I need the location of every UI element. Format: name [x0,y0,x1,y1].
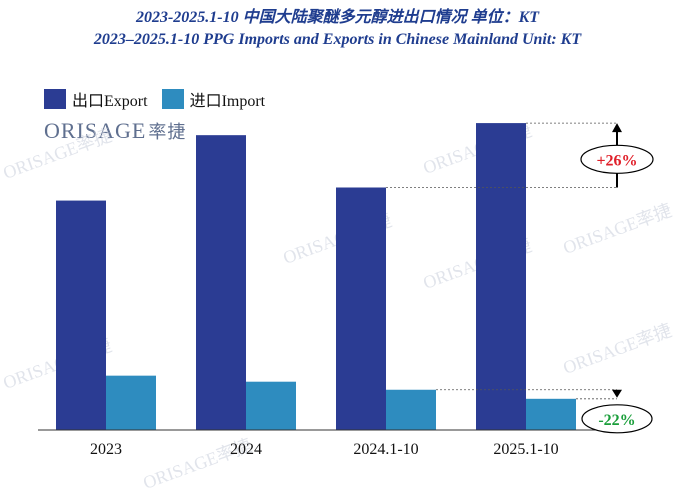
import-change-arrow-head [612,389,622,398]
import-change-ellipse [581,404,653,434]
export-bar-0 [56,200,106,430]
import-change-label: -22% [598,412,635,429]
import-bar-0 [106,375,156,430]
export-bar-3 [476,123,526,430]
export-bar-1 [196,135,246,430]
x-tick-label: 2024.1-10 [353,441,418,458]
legend-label-import: 进口Import [189,93,266,110]
export-change-ellipse [580,144,654,174]
bar-chart: 2023 2024 2024.1-10 2025.1-10 +26% -22% [38,122,654,458]
export-change-arrow-head [612,123,622,133]
chart-title-cn: 2023-2025.1-10 中国大陆聚醚多元醇进出口情况 单位：KT [135,9,540,26]
legend-item-import: 进口Import [161,87,266,111]
export-bar-2 [336,187,386,430]
legend-swatch-import [161,89,184,109]
x-tick-label: 2023 [90,441,122,458]
import-bar-1 [246,381,296,430]
legend-swatch-export [44,89,66,109]
x-tick-label: 2025.1-10 [493,441,558,458]
legend-item-export: 出口Export [44,87,148,111]
legend: 出口Export 进口Import [44,87,279,111]
import-bar-3 [526,398,576,430]
import-bar-2 [386,389,436,430]
legend-label-export: 出口Export [72,93,148,110]
logo-latin: ORISAGE [44,118,147,143]
logo-cn: 率捷 [148,122,187,143]
x-tick-label: 2024 [230,441,262,458]
brand-logo: ORISAGE 率捷 [44,118,186,144]
chart-title-en: 2023–2025.1-10 PPG Imports and Exports i… [93,31,582,48]
export-change-label: +26% [596,152,637,169]
